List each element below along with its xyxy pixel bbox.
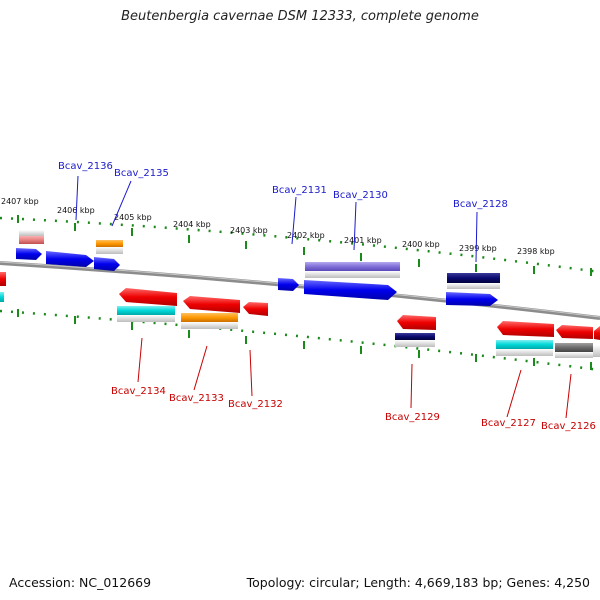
gene-arrow	[278, 278, 299, 291]
gene-arrow	[397, 315, 436, 330]
gene-arrow	[497, 321, 554, 337]
gene-block	[0, 292, 4, 302]
kbp-label: 2400 kbp	[402, 240, 440, 249]
gene-label[interactable]: Bcav_2127	[481, 418, 536, 429]
kbp-label: 2407 kbp	[1, 197, 39, 206]
gene-block	[19, 236, 44, 244]
gene-arrow	[243, 302, 268, 316]
gene-label[interactable]: Bcav_2131	[272, 185, 327, 196]
kbp-label: 2404 kbp	[173, 220, 211, 229]
reverse-genes	[117, 288, 600, 358]
kbp-label: 2401 kbp	[344, 236, 382, 245]
kbp-label: 2406 kbp	[57, 206, 95, 215]
gene-block	[496, 340, 553, 349]
gene-block	[555, 343, 593, 352]
gene-arrow	[119, 288, 177, 306]
gene-label[interactable]: Bcav_2134	[111, 386, 166, 397]
forward-genes	[0, 230, 500, 306]
gene-block	[496, 349, 553, 356]
gene-block	[447, 283, 500, 289]
kbp-label: 2399 kbp	[459, 244, 497, 253]
gene-block	[96, 240, 123, 247]
gene-block	[19, 230, 44, 236]
gene-block	[593, 345, 600, 357]
gene-label[interactable]: Bcav_2126	[541, 421, 596, 432]
gene-arrow	[556, 325, 593, 339]
gene-label[interactable]: Bcav_2135	[114, 168, 169, 179]
gene-label[interactable]: Bcav_2133	[169, 393, 224, 404]
gene-block	[117, 306, 175, 315]
kbp-label: 2398 kbp	[517, 247, 555, 256]
gene-arrow	[594, 326, 600, 340]
gene-block	[395, 340, 435, 347]
gene-arrow	[16, 248, 42, 260]
upper-major-ticks	[17, 215, 592, 276]
gene-block	[305, 271, 400, 278]
genome-backbone	[0, 261, 600, 320]
gene-block	[181, 322, 238, 329]
gene-label[interactable]: Bcav_2136	[58, 161, 113, 172]
gene-block	[181, 313, 238, 322]
gene-block	[555, 352, 593, 358]
accession-text: Accession: NC_012669	[9, 575, 152, 590]
gene-arrow	[0, 272, 6, 286]
gene-label[interactable]: Bcav_2128	[453, 199, 508, 210]
gene-arrow	[94, 257, 120, 271]
top-leader-lines	[75, 175, 478, 263]
kbp-label: 2405 kbp	[114, 213, 152, 222]
gene-label[interactable]: Bcav_2129	[385, 412, 440, 423]
bottom-leader-lines	[137, 337, 572, 419]
gene-block	[117, 315, 175, 322]
gene-arrow	[304, 280, 397, 300]
gene-arrow	[183, 296, 240, 313]
gene-block	[395, 333, 435, 340]
gene-block	[447, 273, 500, 283]
lower-scale-track	[0, 309, 600, 372]
map-title: Beutenbergia cavernae DSM 12333, complet…	[121, 9, 479, 24]
genome-stats-text: Topology: circular; Length: 4,669,183 bp…	[246, 575, 590, 590]
gene-label[interactable]: Bcav_2130	[333, 190, 388, 201]
kbp-label: 2403 kbp	[230, 226, 268, 235]
lower-major-ticks	[17, 309, 592, 370]
gene-block	[96, 247, 123, 254]
upper-scale-track	[0, 216, 600, 274]
gene-arrow	[46, 251, 94, 267]
kbp-label: 2402 kbp	[287, 231, 325, 240]
gene-label[interactable]: Bcav_2132	[228, 399, 283, 410]
gene-block	[305, 262, 400, 271]
gene-arrow	[446, 292, 498, 306]
